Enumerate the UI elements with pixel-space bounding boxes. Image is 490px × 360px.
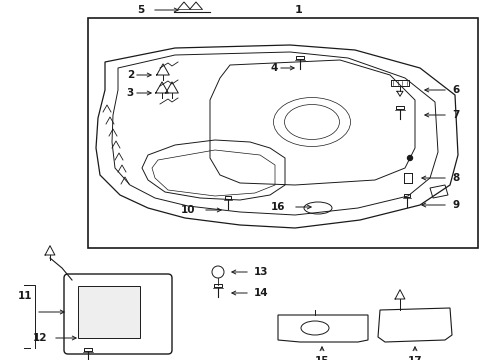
Text: 14: 14 (254, 288, 269, 298)
Text: 15: 15 (315, 356, 329, 360)
Text: 1: 1 (295, 5, 303, 15)
Text: 13: 13 (254, 267, 269, 277)
Text: 6: 6 (452, 85, 459, 95)
Text: 9: 9 (452, 200, 459, 210)
Text: 8: 8 (452, 173, 459, 183)
Text: 11: 11 (18, 291, 32, 301)
Text: 3: 3 (127, 88, 134, 98)
Text: 4: 4 (270, 63, 278, 73)
Text: 7: 7 (452, 110, 460, 120)
Bar (88, 18, 478, 248)
Text: 2: 2 (127, 70, 134, 80)
Text: 10: 10 (180, 205, 195, 215)
FancyBboxPatch shape (64, 274, 172, 354)
Text: 12: 12 (32, 333, 47, 343)
Circle shape (408, 156, 413, 161)
Text: 16: 16 (270, 202, 285, 212)
Bar (78, 286, 140, 338)
Text: 5: 5 (137, 5, 144, 15)
Text: 17: 17 (408, 356, 422, 360)
